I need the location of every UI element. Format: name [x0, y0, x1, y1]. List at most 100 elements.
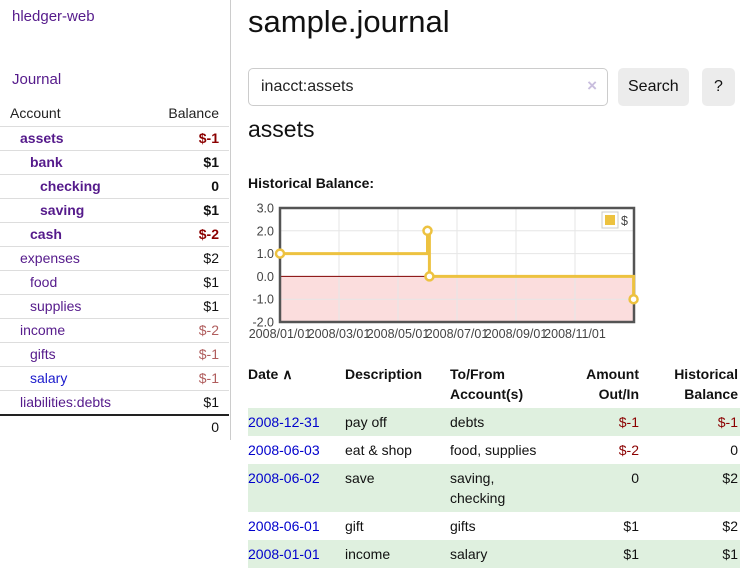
transaction-balance: $2: [722, 518, 738, 534]
transaction-balance: $2: [722, 470, 738, 486]
register-table: Date ∧ Description To/From Account(s) Amount…: [248, 360, 740, 568]
account-balance: $2: [144, 246, 229, 271]
transaction-date-link[interactable]: 2008-06-01: [248, 518, 320, 534]
account-balance: $1: [144, 390, 229, 416]
transaction-date-link[interactable]: 2008-06-03: [248, 442, 320, 458]
main-content: sample.journal × Search ? assets Histori…: [248, 0, 742, 582]
search-button[interactable]: Search: [618, 68, 689, 106]
transaction-row: 2008-06-01 gift gifts $1 $2: [248, 512, 740, 540]
transaction-row: 2008-06-03 eat & shop food, supplies $-2 0: [248, 436, 740, 464]
register-header-historical-balance: Historical Balance: [674, 366, 738, 402]
transaction-accounts: debts: [450, 414, 485, 430]
account-balance: $-1: [144, 342, 229, 367]
transaction-date-cell: 2008-12-31: [248, 408, 345, 436]
sidebar-account-checking[interactable]: checking: [40, 178, 101, 194]
legend-swatch: [605, 215, 615, 225]
account-row: salary $-1: [0, 366, 229, 391]
search-input[interactable]: [248, 68, 608, 106]
account-balance: $1: [144, 150, 229, 175]
account-balance: $-2: [144, 222, 229, 247]
accounts-total-balance: 0: [144, 414, 229, 439]
historical-balance-chart[interactable]: 3.0 2.0 1.0 0.0 -1.0 -2.02008/01/012008/03/01…: [245, 200, 645, 344]
x-axis-tick-label: 2008/11/01: [544, 327, 606, 341]
account-cell: income: [0, 318, 145, 343]
sidebar-account-liabilities-debts[interactable]: liabilities:debts: [20, 394, 112, 410]
help-button[interactable]: ?: [702, 68, 735, 106]
sidebar-account-assets[interactable]: assets: [20, 130, 64, 146]
transaction-date-link[interactable]: 2008-01-01: [248, 546, 320, 562]
account-cell: gifts: [0, 342, 145, 367]
transaction-description: save: [345, 470, 375, 486]
data-point-marker: [628, 293, 639, 305]
account-balance: $-1: [144, 366, 229, 391]
accounts-header-balance: Balance: [144, 100, 229, 127]
sidebar-account-income[interactable]: income: [20, 322, 66, 338]
sidebar-account-supplies[interactable]: supplies: [30, 298, 82, 314]
sidebar-account-food[interactable]: food: [30, 274, 58, 290]
y-axis-tick-label: 3.0: [257, 202, 274, 216]
transaction-amount: $1: [623, 546, 639, 562]
sidebar-item-journal[interactable]: Journal: [12, 71, 62, 88]
sidebar-account-saving[interactable]: saving: [40, 202, 85, 218]
data-point-marker: [422, 225, 433, 237]
sidebar-account-cash[interactable]: cash: [30, 226, 62, 242]
accounts-header-row: Account Balance: [0, 100, 229, 127]
transaction-date-link[interactable]: 2008-12-31: [248, 414, 320, 430]
account-cell: liabilities:debts: [0, 390, 145, 416]
sort-ascending-icon[interactable]: ∧: [282, 366, 293, 382]
sidebar-account-bank[interactable]: bank: [30, 154, 63, 170]
register-header-description: Description: [345, 366, 423, 382]
transaction-amount: 0: [631, 470, 639, 486]
account-row: supplies $1: [0, 294, 229, 319]
y-axis-tick-label: 2.0: [257, 224, 274, 238]
accounts-total-row: 0: [0, 414, 229, 439]
transaction-date-cell: 2008-06-03: [248, 436, 345, 464]
transaction-balance: $-1: [717, 414, 738, 430]
sidebar-account-gifts[interactable]: gifts: [30, 346, 56, 362]
transaction-balance: 0: [730, 442, 738, 458]
transaction-date-cell: 2008-06-01: [248, 512, 345, 540]
register-header-amount-out-in: Amount Out/In: [586, 366, 639, 402]
clear-search-icon[interactable]: ×: [587, 76, 597, 95]
account-row: gifts $-1: [0, 342, 229, 367]
transaction-date-link[interactable]: 2008-06-02: [248, 470, 320, 486]
account-row: expenses $2: [0, 246, 229, 271]
transaction-description: income: [345, 546, 391, 562]
transaction-description: eat & shop: [345, 442, 412, 458]
account-cell: supplies: [0, 294, 145, 319]
brand-link[interactable]: hledger-web: [12, 8, 95, 25]
transaction-accounts: gifts: [450, 518, 476, 534]
register-header-date[interactable]: Date ∧: [248, 366, 293, 382]
register-header-row: Date ∧ Description To/From Account(s) Amount…: [248, 360, 740, 408]
sidebar-account-expenses[interactable]: expenses: [20, 250, 80, 266]
y-axis-tick-label: 1.0: [257, 247, 274, 261]
accounts-total-spacer: [0, 414, 145, 439]
sidebar-account-salary[interactable]: salary: [30, 370, 68, 386]
transaction-row: 2008-12-31 pay off debts $-1 $-1: [248, 408, 740, 436]
chart-title: Historical Balance:: [248, 175, 375, 191]
transaction-balance: $1: [722, 546, 738, 562]
register-header-to-from-account-s-: To/From Account(s): [450, 366, 524, 402]
account-balance: $-1: [144, 126, 229, 151]
account-row: bank $1: [0, 150, 229, 175]
account-row: assets $-1: [0, 126, 229, 151]
y-axis-tick-label: 0.0: [257, 270, 274, 284]
data-point-marker: [274, 248, 286, 259]
transaction-date-cell: 2008-01-01: [248, 540, 345, 568]
account-balance: $1: [144, 198, 229, 223]
search-box: ×: [248, 68, 608, 106]
x-axis-tick-label: 2008/03/01: [308, 327, 371, 341]
search-form: × Search ?: [248, 68, 742, 106]
account-cell: salary: [0, 366, 145, 391]
legend-label: $: [621, 214, 628, 228]
page-title: sample.journal: [248, 4, 450, 39]
transaction-description: pay off: [345, 414, 387, 430]
transaction-amount: $1: [623, 518, 639, 534]
account-row: cash $-2: [0, 222, 229, 247]
account-heading: assets: [248, 116, 315, 142]
account-cell: cash: [0, 222, 145, 247]
transaction-accounts: saving, checking: [450, 470, 506, 506]
transaction-row: 2008-06-02 save saving, checking 0 $2: [248, 464, 740, 512]
accounts-header-account: Account: [0, 100, 145, 127]
account-cell: checking: [0, 174, 145, 199]
